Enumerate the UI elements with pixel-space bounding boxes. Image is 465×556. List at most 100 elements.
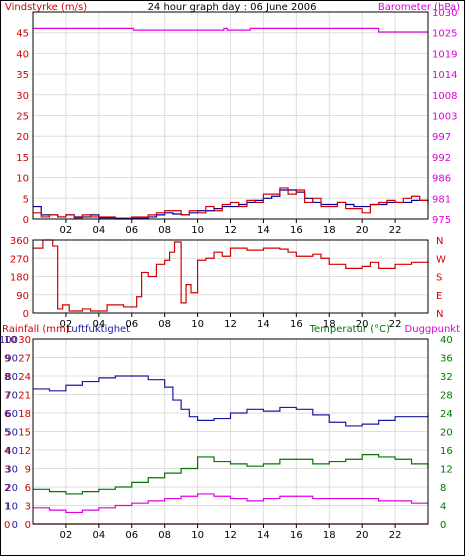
panel1-x-label: 18 (323, 225, 336, 236)
humidity-y-label: 20 (5, 483, 18, 494)
panel1-x-label: 06 (125, 225, 138, 236)
direction-y-label: 0 (23, 309, 29, 320)
barometer-y-label: 1030 (432, 8, 457, 19)
temperature-y-label: 28 (440, 391, 453, 402)
panel1-frame (32, 11, 429, 220)
humidity-y-label: 40 (5, 446, 18, 457)
panel2-frame (32, 239, 429, 314)
temperature-y-label: 0 (440, 520, 446, 531)
wind-y-label: 45 (16, 29, 29, 40)
panel3-x-label: 06 (125, 530, 138, 541)
overlay-y-label: 30 (18, 335, 31, 346)
barometer-y-label: 986 (432, 174, 451, 185)
series-temperatur-line (33, 454, 429, 495)
series-vindkast-line (33, 187, 429, 220)
panel3-x-label: 12 (224, 530, 237, 541)
panel2-x-label: 18 (323, 319, 336, 330)
barometer-y-label: 1025 (432, 29, 457, 40)
humidity-y-label: 70 (5, 391, 18, 402)
panel3-x-label: 22 (389, 530, 402, 541)
humidity-y-label: 0 (12, 520, 18, 531)
panel1-x-label: 10 (191, 225, 204, 236)
overlay-y-label: 3 (25, 502, 31, 513)
chart-title: 24 hour graph day : 06 June 2006 (148, 2, 317, 13)
panel3-x-label: 18 (323, 530, 336, 541)
panel1-x-label: 04 (92, 225, 105, 236)
rainfall-y-label: 8 (4, 372, 10, 383)
panel2-x-label: 12 (224, 319, 237, 330)
compass-y-label: S (436, 273, 442, 284)
overlay-y-label: 12 (18, 446, 31, 457)
overlay-y-label: 0 (25, 520, 31, 531)
wind-y-label: 5 (23, 194, 29, 205)
rainfall-y-label: 3 (4, 465, 10, 476)
barometer-y-label: 1019 (432, 49, 457, 60)
panel2-x-label: 08 (158, 319, 171, 330)
humidity-y-label: 100 (0, 335, 18, 346)
panel3-x-label: 08 (158, 530, 171, 541)
chart-panels: 0510152025303540459759819869929971003100… (0, 8, 457, 541)
direction-y-label: 180 (10, 273, 29, 284)
panel3-x-label: 10 (191, 530, 204, 541)
panel3-x-label: 16 (290, 530, 303, 541)
temperature-y-label: 8 (440, 483, 446, 494)
direction-y-label: 90 (16, 291, 29, 302)
rainfall-y-label: 4 (4, 446, 10, 457)
compass-y-label: N (436, 236, 443, 247)
panel2-x-label: 22 (389, 319, 402, 330)
panel2-x-label: 04 (92, 319, 105, 330)
humidity-y-label: 60 (5, 409, 18, 420)
overlay-y-label: 21 (18, 391, 31, 402)
wind-axis-label: Vindstyrke (m/s) (5, 2, 87, 13)
direction-y-label: 360 (10, 236, 29, 247)
temperature-y-label: 4 (440, 502, 446, 513)
series-barometer-line (33, 27, 428, 33)
overlay-y-label: 24 (18, 372, 31, 383)
barometer-y-label: 981 (432, 194, 451, 205)
temperature-y-label: 16 (440, 446, 453, 457)
panel1-x-label: 08 (158, 225, 171, 236)
wind-y-label: 20 (16, 132, 29, 143)
panel3-x-label: 14 (257, 530, 270, 541)
rainfall-axis-label: Rainfall (mm) (2, 324, 70, 335)
barometer-y-label: 1008 (432, 91, 457, 102)
overlay-y-label: 15 (18, 428, 31, 439)
compass-y-label: E (436, 291, 442, 302)
series-luftfuktighet-line (33, 375, 429, 427)
compass-y-label: N (436, 309, 443, 320)
panel1-x-label: 14 (257, 225, 270, 236)
series-direction-line (33, 239, 429, 312)
panel3-x-label: 04 (92, 530, 105, 541)
humidity-axis-label: Luftfuktighet (66, 324, 130, 335)
temperature-y-label: 36 (440, 354, 453, 365)
barometer-y-label: 992 (432, 153, 451, 164)
rainfall-y-label: 1 (4, 502, 10, 513)
barometer-y-label: 997 (432, 132, 451, 143)
rainfall-y-label: 6 (4, 409, 10, 420)
compass-y-label: W (436, 254, 446, 265)
panel2-x-label: 10 (191, 319, 204, 330)
wind-y-label: 35 (16, 70, 29, 81)
barometer-y-label: 975 (432, 215, 451, 226)
panel2-x-label: 06 (125, 319, 138, 330)
series-duggpunkt-line (33, 493, 428, 514)
barometer-axis-label: Barometer (hPa) (378, 2, 460, 13)
wind-y-label: 10 (16, 174, 29, 185)
rainfall-y-label: 9 (4, 354, 10, 365)
overlay-y-label: 18 (18, 409, 31, 420)
wind-y-label: 15 (16, 153, 29, 164)
wind-y-label: 25 (16, 112, 29, 123)
temperature-y-label: 40 (440, 335, 453, 346)
overlay-y-label: 27 (18, 354, 31, 365)
panel1-x-label: 02 (60, 225, 73, 236)
rainfall-y-label: 7 (4, 391, 10, 402)
panel2-x-label: 20 (356, 319, 369, 330)
panel1-x-label: 20 (356, 225, 369, 236)
direction-y-label: 270 (10, 254, 29, 265)
barometer-y-label: 1014 (432, 70, 457, 81)
panel2-x-label: 02 (60, 319, 73, 330)
panel3-x-label: 02 (60, 530, 73, 541)
